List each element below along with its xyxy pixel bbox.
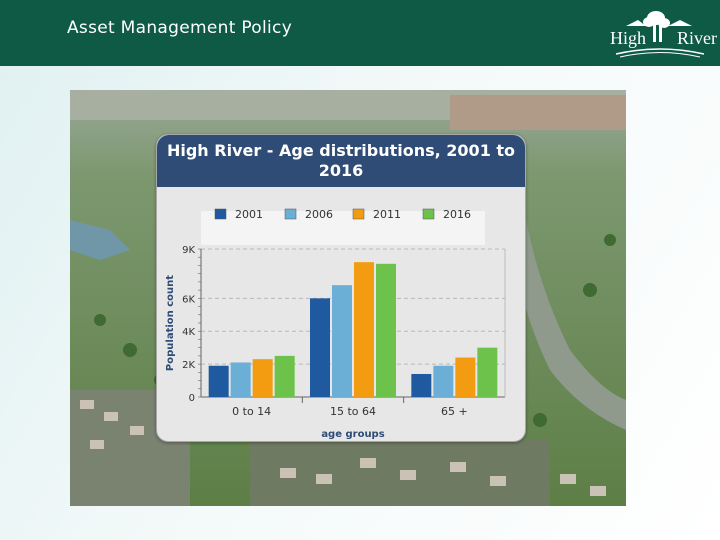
legend-label-2006: 2006 bbox=[305, 208, 333, 221]
x-axis-title: age groups bbox=[321, 429, 384, 440]
legend-swatch-2001 bbox=[214, 208, 227, 220]
legend-label-2011: 2011 bbox=[373, 208, 401, 221]
y-tick-label: 6K bbox=[182, 294, 195, 305]
bar-2006-0-to-14 bbox=[230, 362, 251, 397]
y-axis-title: Population count bbox=[165, 275, 176, 371]
logo-wordmark: High River bbox=[610, 28, 717, 49]
logo-text-high: High bbox=[610, 28, 646, 48]
high-river-logo bbox=[615, 11, 705, 58]
bar-2006-65-+ bbox=[433, 365, 454, 397]
x-tick-label: 0 to 14 bbox=[232, 405, 271, 418]
logo-text-river: River bbox=[677, 28, 717, 48]
chart-title: High River - Age distributions, 2001 to … bbox=[165, 141, 517, 181]
bar-2006-15-to-64 bbox=[332, 285, 352, 397]
x-tick-label: 65 + bbox=[441, 405, 468, 418]
y-tick-label: 0 bbox=[189, 393, 195, 404]
chart-plot: 2001 2006 2011 2016 0 2K 4K 6K 9K 0 to 14 15 to 64… bbox=[165, 208, 506, 440]
slide-title: Asset Management Policy bbox=[67, 18, 293, 38]
bar-2016-15-to-64 bbox=[376, 263, 396, 397]
legend-swatch-2011 bbox=[352, 208, 365, 220]
chart-header: High River - Age distributions, 2001 to … bbox=[157, 135, 525, 187]
age-distribution-chart: High River - Age distributions, 2001 to … bbox=[156, 134, 526, 442]
bar-2011-65-+ bbox=[455, 357, 476, 397]
y-tick-label: 2K bbox=[182, 360, 195, 371]
bar-2016-0-to-14 bbox=[274, 355, 295, 397]
legend-label-2001: 2001 bbox=[235, 208, 263, 221]
legend-box bbox=[201, 211, 485, 245]
bar-2001-0-to-14 bbox=[208, 365, 229, 397]
bar-2011-15-to-64 bbox=[354, 262, 374, 397]
bar-2001-65-+ bbox=[411, 373, 432, 397]
chart-title-line-1: High River - Age distributions, 2001 to bbox=[166, 141, 516, 160]
legend-swatch-2016 bbox=[422, 208, 435, 220]
legend-label-2016: 2016 bbox=[443, 208, 471, 221]
bar-2001-15-to-64 bbox=[310, 298, 330, 397]
y-tick-label: 4K bbox=[182, 327, 195, 338]
bar-2016-65-+ bbox=[477, 347, 498, 397]
slide-header: Asset Management Policy High River bbox=[0, 0, 720, 66]
y-tick-label: 9K bbox=[182, 245, 195, 256]
chart-title-line-2: 2016 bbox=[318, 161, 364, 180]
x-tick-label: 15 to 64 bbox=[330, 405, 376, 418]
legend-swatch-2006 bbox=[284, 208, 297, 220]
bar-2011-0-to-14 bbox=[252, 359, 273, 397]
